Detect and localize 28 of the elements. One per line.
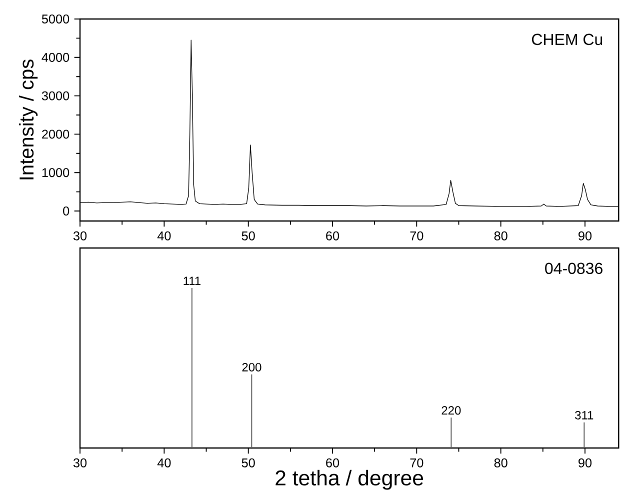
x-tick-label: 80	[494, 458, 508, 468]
x-tick-label: 30	[73, 231, 87, 240]
x-tick-label: 80	[494, 231, 508, 240]
x-tick-label: 60	[326, 231, 340, 240]
y-axis-title: Intensity / cps	[18, 60, 38, 180]
y-tick-label: 2000	[42, 130, 70, 139]
y-tick-label: 5000	[42, 14, 70, 24]
x-tick-label: 90	[578, 231, 592, 240]
annotation: 311	[575, 410, 594, 420]
x-tick-label: 50	[242, 458, 255, 468]
x-tick-label: 60	[326, 458, 340, 468]
x-tick-label: 90	[578, 458, 592, 468]
x-tick-label: 70	[410, 231, 424, 240]
y-tick-label: 1000	[42, 168, 70, 178]
annotation: 111	[184, 276, 200, 286]
annotation: 200	[242, 362, 262, 372]
annotation: 220	[442, 406, 461, 415]
x-tick-label: 40	[157, 231, 171, 240]
text: 04-0836	[545, 262, 602, 274]
x-tick-label: 50	[242, 231, 255, 240]
x-tick-label: 30	[73, 458, 87, 468]
x-axis-title: 2 tetha / degree	[276, 470, 424, 490]
y-tick-label: 0	[63, 206, 70, 216]
y-tick-label: 4000	[42, 52, 70, 62]
y-tick-label: 3000	[42, 91, 70, 100]
annotation: CHEM Cu	[532, 34, 602, 46]
x-tick-label: 40	[157, 458, 171, 468]
x-tick-label: 70	[410, 458, 424, 468]
